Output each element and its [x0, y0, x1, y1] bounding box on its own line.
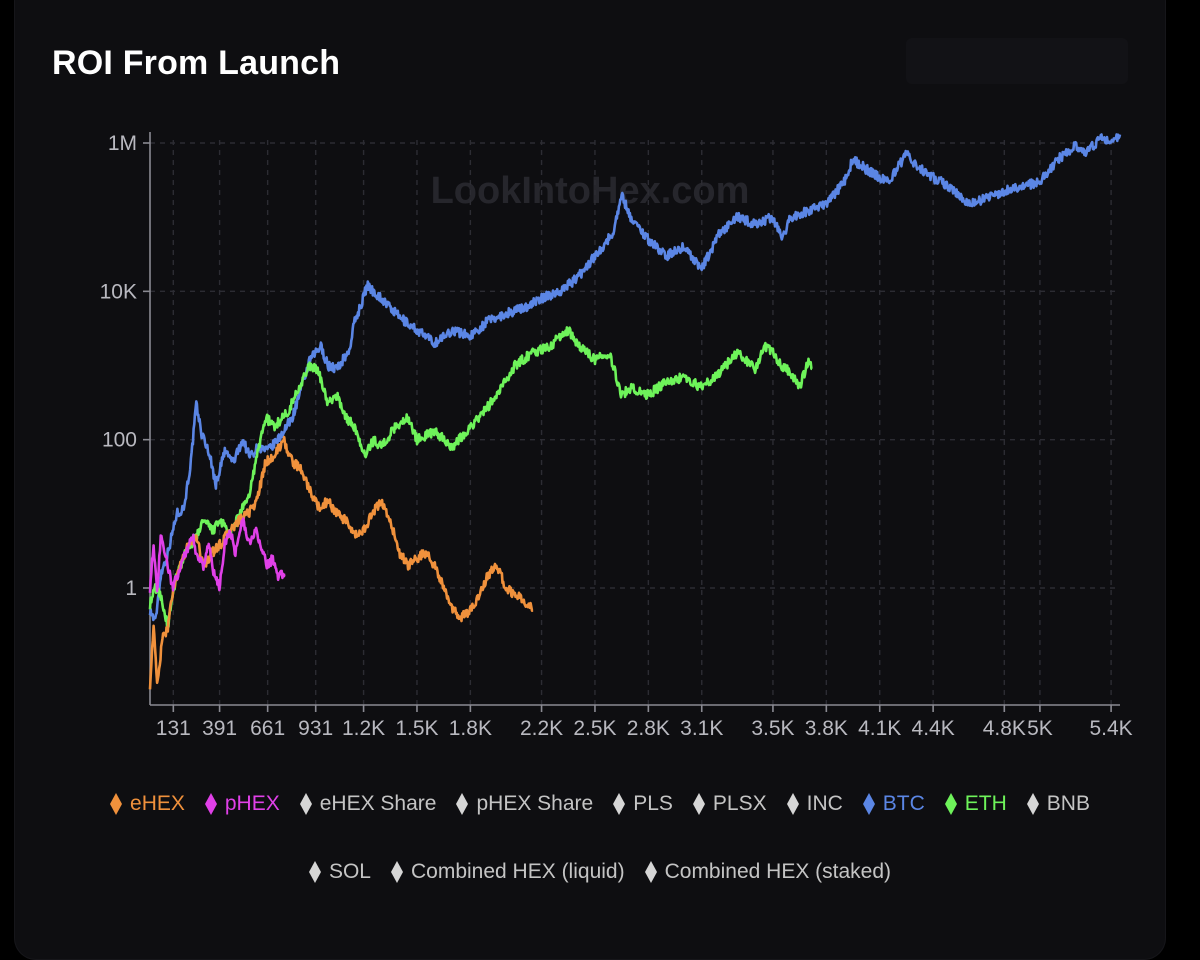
- x-tick-label: 2.8K: [627, 717, 670, 740]
- x-tick-label: 931: [298, 717, 333, 740]
- series-line-ehex: [148, 435, 534, 690]
- legend-item-phex-share[interactable]: pHEX Share: [456, 792, 593, 816]
- diamond-icon: [299, 793, 312, 815]
- x-tick-label: 2.2K: [520, 717, 563, 740]
- legend-label: SOL: [328, 860, 371, 883]
- x-tick-label: 661: [250, 717, 285, 740]
- diamond-icon: [692, 793, 705, 815]
- diamond-icon: [308, 861, 321, 883]
- y-tick-label: 10K: [100, 280, 137, 303]
- diamond-icon: [1026, 793, 1039, 815]
- diamond-icon: [204, 793, 217, 815]
- legend-row-1: eHEX pHEX eHEX Share pHEX Share PLS PLSX INC BT…: [40, 792, 1160, 816]
- legend-item-inc[interactable]: INC: [786, 792, 843, 816]
- x-tick-label: 3.5K: [751, 717, 794, 740]
- legend-label: Combined HEX (liquid): [411, 860, 625, 883]
- watermark: LookIntoHex.com: [431, 170, 750, 212]
- series-lines: [148, 133, 1122, 690]
- legend-item-ehex-share[interactable]: eHEX Share: [299, 792, 437, 816]
- diamond-icon: [110, 793, 123, 815]
- legend-item-bnb[interactable]: BNB: [1026, 792, 1090, 816]
- legend-label: eHEX Share: [319, 792, 437, 815]
- grid-lines: [150, 140, 1120, 705]
- y-tick-label: 100: [102, 429, 137, 452]
- x-tick-label: 1.8K: [449, 717, 492, 740]
- x-tick-label: 3.1K: [680, 717, 723, 740]
- series-line-phex: [148, 517, 286, 593]
- diamond-icon: [613, 793, 626, 815]
- legend-item-sol[interactable]: SOL: [308, 860, 371, 884]
- chart-title: ROI From Launch: [52, 44, 341, 82]
- legend-row-2: SOL Combined HEX (liquid) Combined HEX (st…: [40, 860, 1160, 884]
- legend-label: INC: [806, 792, 843, 815]
- x-tick-label: 4.1K: [858, 717, 901, 740]
- legend-item-phex[interactable]: pHEX: [204, 792, 280, 816]
- legend-label: PLSX: [712, 792, 767, 815]
- x-tick-label: 1.5K: [395, 717, 438, 740]
- chart-plot: LookIntoHex.com 1M 10K 100 1 131 391 661 931 1.2…: [100, 132, 1133, 740]
- x-tick-label: 1.2K: [342, 717, 385, 740]
- x-tick-label: 4.8K: [983, 717, 1026, 740]
- series-line-eth: [148, 326, 813, 629]
- chart-card: [14, 0, 1166, 960]
- x-tick-label: 5K: [1027, 717, 1053, 740]
- legend-item-btc[interactable]: BTC: [862, 792, 925, 816]
- x-tick-label: 391: [202, 717, 237, 740]
- legend-item-plsx[interactable]: PLSX: [692, 792, 767, 816]
- x-tick-label: 131: [156, 717, 191, 740]
- x-tick-label: 5.4K: [1089, 717, 1132, 740]
- x-tick-label: 2.5K: [573, 717, 616, 740]
- diamond-icon: [786, 793, 799, 815]
- legend-label: Combined HEX (staked): [664, 860, 892, 883]
- legend-item-combined-hex-liquid[interactable]: Combined HEX (liquid): [391, 860, 625, 884]
- legend-label: BTC: [882, 792, 925, 815]
- legend-item-ehex[interactable]: eHEX: [110, 792, 185, 816]
- y-tick-label: 1: [125, 577, 137, 600]
- legend-item-combined-hex-staked[interactable]: Combined HEX (staked): [644, 860, 892, 884]
- series-line-btc: [148, 133, 1122, 622]
- legend-label: eHEX: [130, 792, 185, 815]
- legend-label: ETH: [964, 792, 1007, 815]
- legend-label: pHEX: [224, 792, 280, 815]
- legend-item-eth[interactable]: ETH: [944, 792, 1007, 816]
- diamond-icon: [944, 793, 957, 815]
- diamond-icon: [644, 861, 657, 883]
- legend-label: BNB: [1046, 792, 1090, 815]
- x-tick-label: 3.8K: [805, 717, 848, 740]
- diamond-icon: [391, 861, 403, 883]
- legend-item-pls[interactable]: PLS: [613, 792, 673, 816]
- legend-label: pHEX Share: [476, 792, 594, 815]
- diamond-icon: [456, 793, 469, 815]
- x-tick-label: 4.4K: [912, 717, 955, 740]
- legend-label: PLS: [633, 792, 673, 815]
- diamond-icon: [862, 793, 875, 815]
- blurred-control: [906, 38, 1128, 84]
- y-tick-label: 1M: [108, 132, 137, 155]
